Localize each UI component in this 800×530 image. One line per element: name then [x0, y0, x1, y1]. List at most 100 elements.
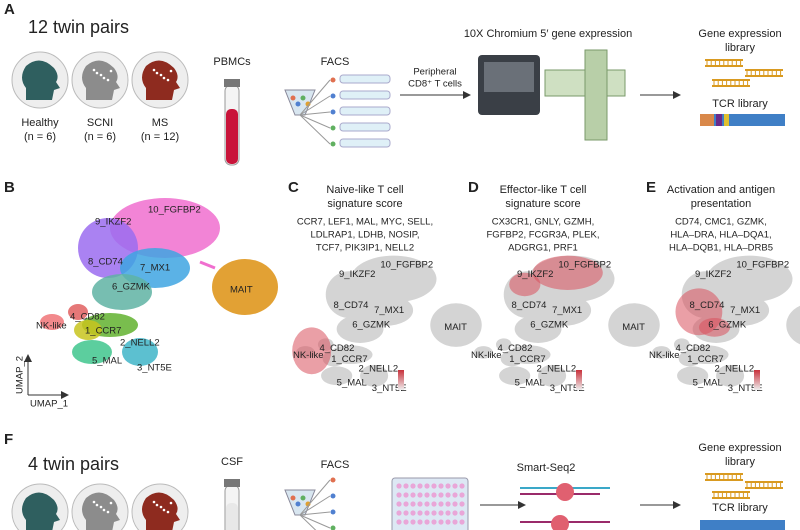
well — [403, 492, 409, 498]
tube-cap — [224, 479, 240, 487]
cluster-label: 7_MX1 — [552, 305, 582, 316]
well — [417, 501, 423, 507]
cluster-label: NK-like — [649, 350, 680, 361]
well — [417, 519, 423, 525]
cluster-label: 7_MX1 — [730, 305, 760, 316]
cluster-label: 7_MX1 — [140, 263, 170, 274]
cluster-label: 8_CD74 — [334, 300, 369, 311]
library-label: TCR library — [712, 502, 768, 514]
panel-label: D — [468, 179, 479, 196]
cell — [300, 495, 306, 501]
well — [403, 483, 409, 489]
well — [438, 519, 444, 525]
umap-cluster — [72, 340, 112, 364]
well — [410, 492, 416, 498]
arrow-label: Peripheral — [413, 67, 456, 78]
well — [431, 519, 437, 525]
cluster-label: MAIT — [622, 322, 645, 333]
cluster-label: 9_IKZF2 — [695, 269, 731, 280]
panel-label: E — [646, 179, 656, 196]
umap-cluster — [321, 366, 353, 386]
sorting-label: FACS — [321, 56, 350, 68]
cluster-label: 6_GZMK — [708, 320, 747, 331]
umap-cluster — [212, 259, 278, 315]
platform-label: 10X Chromium 5′ gene expression — [464, 28, 632, 40]
well — [424, 510, 430, 516]
cluster-label: 1_CCR7 — [331, 354, 367, 365]
umap-cluster — [360, 364, 389, 387]
cluster-label: MAIT — [444, 322, 467, 333]
cluster-label: 4_CD82 — [676, 343, 711, 354]
well — [459, 501, 465, 507]
umap-cluster — [652, 346, 671, 359]
cluster-label: 2_NELL2 — [359, 363, 399, 374]
cluster-label: 1_CCR7 — [687, 354, 723, 365]
well — [431, 501, 437, 507]
umap-cluster — [677, 366, 709, 386]
well — [424, 483, 430, 489]
well — [417, 510, 423, 516]
panel-label: A — [4, 1, 15, 18]
dot — [102, 76, 106, 80]
gene-list: CCR7, LEF1, MAL, MYC, SELL, — [297, 217, 433, 228]
umap-cluster — [74, 320, 102, 340]
sorted-tube — [339, 74, 391, 84]
gene-list: FGFBP2, FCGR3A, PLEK, — [487, 230, 600, 241]
enzyme — [551, 515, 569, 530]
cluster-label: 3_NT5E — [728, 383, 763, 394]
well — [403, 510, 409, 516]
well — [445, 510, 451, 516]
well — [452, 501, 458, 507]
dot — [92, 500, 96, 504]
axis-label: UMAP_1 — [30, 399, 68, 410]
umap-trail — [199, 260, 216, 270]
cell — [300, 95, 306, 101]
dot — [99, 73, 103, 77]
platform-label: Smart-Seq2 — [517, 462, 576, 474]
gene-list: CX3CR1, GNLY, GZMH, — [492, 217, 595, 228]
library-label: TCR library — [712, 98, 768, 110]
group-name: Healthy — [21, 117, 59, 129]
gene-list: CD74, CMC1, GZMK, — [675, 217, 767, 228]
umap-cluster — [499, 366, 531, 386]
tcr-construct — [700, 114, 714, 126]
well — [459, 492, 465, 498]
dot — [102, 508, 106, 512]
dot — [95, 503, 99, 507]
well — [403, 519, 409, 525]
cluster-label: 1_CCR7 — [509, 354, 545, 365]
dot — [162, 508, 166, 512]
umap-cluster — [40, 314, 64, 330]
dot — [152, 68, 156, 72]
dot — [92, 68, 96, 72]
cluster-label: 4_CD82 — [70, 312, 105, 323]
sorted-cell — [330, 125, 336, 131]
cluster-label: 10_FGFBP2 — [558, 260, 611, 271]
sorted-cell — [330, 525, 336, 530]
sorted-cell — [330, 141, 336, 147]
cluster-label: 2_NELL2 — [120, 338, 160, 349]
well — [445, 519, 451, 525]
cell — [290, 495, 296, 501]
cluster-label: 5_MAL — [92, 356, 122, 367]
umap-cluster — [92, 274, 152, 310]
well — [431, 510, 437, 516]
group-name: MS — [152, 117, 169, 129]
sorted-tube — [339, 138, 391, 148]
panel-title: signature score — [327, 198, 402, 210]
dot — [169, 501, 173, 505]
well — [459, 510, 465, 516]
umap-cluster — [122, 338, 158, 366]
cluster-label: 5_MAL — [515, 377, 545, 388]
dot — [166, 78, 170, 82]
color-scale — [576, 370, 582, 390]
tube-cap — [224, 79, 240, 87]
cluster-label: 6_GZMK — [352, 320, 391, 331]
panel-title: Activation and antigen — [667, 184, 775, 196]
dot — [109, 69, 113, 73]
cluster-label: 1_CCR7 — [85, 326, 121, 337]
umap-cluster — [673, 338, 690, 351]
umap-cluster — [500, 350, 523, 367]
dot — [106, 78, 110, 82]
cluster-label: 3_NT5E — [550, 383, 585, 394]
